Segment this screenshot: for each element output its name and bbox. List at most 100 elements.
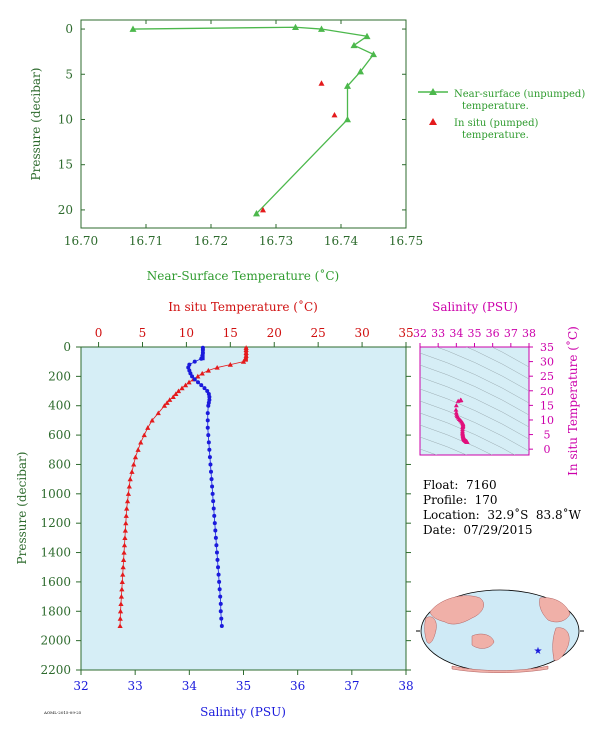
- salinity-point: [206, 440, 211, 445]
- map-land-asia: [429, 595, 484, 625]
- profile-chart: 0 5 10 15 20 25 30 35 32 33 34 35 36 37 38 0 200 400 600…: [15, 299, 414, 719]
- ts-x-tick-label: 34: [449, 327, 463, 340]
- sal-tick-label: 38: [398, 679, 413, 693]
- salinity-point: [214, 543, 219, 548]
- temperature-point: [175, 388, 182, 394]
- temperature-point: [129, 469, 135, 474]
- temperature-point: [120, 564, 126, 570]
- salinity-point: [219, 616, 224, 621]
- world-map: ★: [416, 589, 584, 673]
- salinity-point: [207, 447, 212, 452]
- top-y-ticks: 0 5 10 15 20: [58, 22, 406, 217]
- pressure-tick-label: 2000: [40, 634, 71, 648]
- map-land-australia: [471, 633, 495, 649]
- density-contour: [491, 347, 529, 368]
- ts-y-tick-label: 25: [540, 370, 554, 383]
- salinity-point: [218, 601, 223, 606]
- ts-y-tick-label: 20: [540, 385, 554, 398]
- ts-x-tick-label: 36: [486, 327, 500, 340]
- footer-code: AOML-2015-09-25: [43, 710, 82, 715]
- ts-density-contours: [420, 347, 529, 455]
- date: Date: 07/29/2015: [423, 523, 533, 537]
- salinity-point: [188, 371, 193, 376]
- temperature-point: [124, 498, 131, 504]
- temperature-point: [182, 382, 189, 388]
- ts-x-tick-label: 37: [504, 327, 518, 340]
- legend-insitu-line2: temperature.: [462, 130, 529, 141]
- temp-tick-label: 25: [311, 326, 326, 340]
- ts-y-tick-label: 15: [540, 399, 554, 412]
- float-location-marker: ★: [534, 646, 543, 657]
- pressure-tick-label: 400: [48, 399, 71, 413]
- salinity-point: [213, 528, 218, 533]
- sal-tick-label: 36: [290, 679, 305, 693]
- top-series: [129, 23, 377, 217]
- salinity-point: [190, 374, 195, 379]
- temperature-point: [118, 593, 125, 599]
- ts-x-tick-label: 32: [413, 327, 427, 340]
- temp-tick-label: 5: [139, 326, 147, 340]
- temperature-point: [161, 403, 168, 408]
- temperature-point: [170, 394, 176, 399]
- ts-point: [455, 398, 461, 403]
- density-contour: [420, 400, 529, 452]
- temperature-point: [117, 623, 123, 629]
- nearsurface-point: [344, 82, 351, 89]
- temperature-point: [117, 608, 124, 614]
- temperature-point: [132, 454, 139, 460]
- profile-number: Profile: 170: [423, 493, 498, 507]
- temperature-point: [214, 364, 220, 370]
- temp-tick-label: 0: [95, 326, 103, 340]
- temperature-point: [149, 417, 155, 423]
- top-y-tick-label: 10: [58, 112, 73, 126]
- sal-tick-label: 33: [128, 679, 143, 693]
- temp-tick-label: 15: [223, 326, 238, 340]
- temperature-point: [155, 410, 161, 416]
- salinity-point: [199, 383, 204, 388]
- ts-plot-area: [419, 346, 530, 456]
- legend-nearsurface-line1: Near-surface (unpumped): [454, 89, 585, 100]
- salinity-point: [192, 377, 197, 382]
- map-land-southamerica: [552, 627, 570, 661]
- profile-plot-area: [80, 346, 407, 671]
- temperature-point: [145, 425, 151, 430]
- temperature-series: [117, 345, 249, 629]
- ts-y-axis-label: In situ Temperature (˚C): [565, 326, 580, 476]
- salinity-point: [218, 609, 223, 614]
- temperature-point: [138, 439, 144, 445]
- top-x-tick-label: 16.72: [194, 234, 228, 248]
- legend-marker-insitu: [429, 118, 437, 125]
- top-x-tick-label: 16.74: [324, 234, 359, 248]
- temperature-point: [179, 385, 185, 391]
- nearsurface-point: [129, 25, 137, 32]
- nearsurface-point: [318, 25, 325, 32]
- density-contour: [420, 436, 468, 455]
- ts-x-tick-label: 35: [468, 327, 482, 340]
- pressure-tick-label: 800: [48, 457, 71, 471]
- top-y-tick-label: 0: [65, 22, 73, 36]
- temperature-point: [119, 586, 125, 592]
- temperature-point: [119, 579, 125, 584]
- temperature-point: [135, 447, 141, 452]
- salinity-point: [208, 462, 213, 467]
- salinity-point: [207, 455, 212, 460]
- salinity-point: [216, 572, 221, 577]
- temperature-point: [121, 542, 128, 548]
- top-plot-frame: [80, 19, 407, 229]
- temperature-point: [199, 370, 205, 376]
- salinity-point: [205, 418, 210, 423]
- sal-tick-label: 34: [182, 679, 198, 693]
- ts-x-axis-label: Salinity (PSU): [432, 300, 518, 314]
- ts-point: [453, 402, 459, 408]
- top-x-tick-label: 16.75: [389, 234, 423, 248]
- density-contour: [420, 448, 438, 455]
- profile-info: Float: 7160 Profile: 170 Location: 32.9˚…: [423, 478, 581, 538]
- nearsurface-point: [350, 41, 358, 49]
- legend-label-insitu: In situ (pumped) temperature.: [454, 118, 542, 141]
- salinity-point: [218, 594, 223, 599]
- salinity-point: [212, 513, 217, 518]
- ts-x-tick-label: 38: [522, 327, 536, 340]
- temperature-point: [126, 483, 132, 489]
- temp-tick-label: 35: [398, 326, 413, 340]
- pressure-tick-label: 1000: [40, 487, 71, 501]
